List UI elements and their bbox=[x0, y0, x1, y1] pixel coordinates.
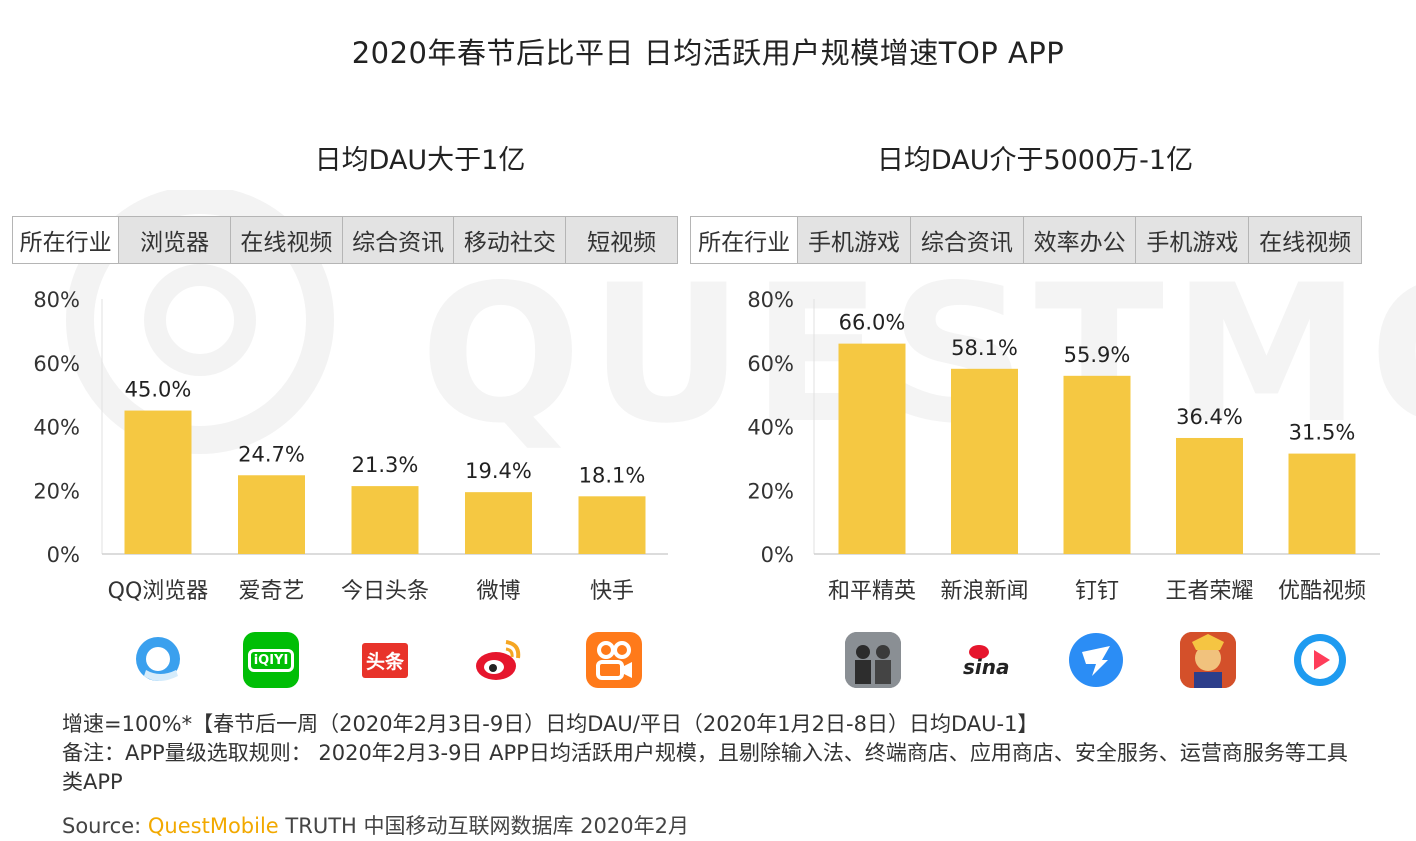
y-tick-label: 20% bbox=[33, 479, 80, 503]
left-industry-strip: 所在行业 浏览器 在线视频 综合资讯 移动社交 短视频 bbox=[12, 216, 678, 264]
industry-cell: 短视频 bbox=[566, 217, 677, 263]
notes-block: 增速=100%*【春节后一周（2020年2月3日-9日）日均DAU/平日（202… bbox=[62, 710, 1362, 797]
bar-value-label: 18.1% bbox=[579, 463, 646, 487]
bar bbox=[951, 368, 1018, 554]
toutiao-icon: 头条 bbox=[357, 632, 413, 688]
industry-cell: 综合资讯 bbox=[342, 217, 455, 263]
bar-value-label: 55.9% bbox=[1064, 343, 1131, 367]
qq-browser-icon bbox=[130, 632, 186, 688]
y-tick-label: 60% bbox=[747, 352, 794, 376]
iqiyi-icon: iQIYI bbox=[243, 632, 299, 688]
category-label: 王者荣耀 bbox=[1165, 579, 1253, 604]
y-tick-label: 40% bbox=[747, 416, 794, 440]
left-bar-chart: 0% 20% 40% 60% 80% 45.0% QQ浏览器 24.7% 爱奇艺 21.3% 今日头… bbox=[33, 288, 668, 604]
category-label: 快手 bbox=[590, 579, 634, 604]
y-tick-label: 60% bbox=[33, 352, 80, 376]
honor-of-kings-icon bbox=[1180, 632, 1236, 688]
category-label: 钉钉 bbox=[1075, 579, 1119, 604]
left-subtitle: 日均DAU大于1亿 bbox=[314, 145, 526, 176]
bar-value-label: 66.0% bbox=[839, 311, 906, 335]
youku-icon bbox=[1292, 632, 1348, 688]
weibo-icon bbox=[470, 632, 526, 688]
main-title: 2020年春节后比平日 日均活跃用户规模增速TOP APP bbox=[351, 36, 1065, 70]
sina-news-icon: sina bbox=[957, 632, 1013, 688]
growth-formula-note: 增速=100%*【春节后一周（2020年2月3日-9日）日均DAU/平日（202… bbox=[62, 712, 1039, 736]
industry-cell: 手机游戏 bbox=[1136, 217, 1250, 263]
y-tick-label: 20% bbox=[747, 479, 794, 503]
industry-cell: 移动社交 bbox=[454, 217, 567, 263]
industry-cell: 手机游戏 bbox=[798, 217, 911, 263]
y-tick-label: 80% bbox=[33, 288, 80, 312]
bar bbox=[1176, 437, 1243, 554]
bar bbox=[465, 492, 532, 554]
category-label: 优酷视频 bbox=[1278, 579, 1366, 604]
bar bbox=[1063, 375, 1131, 554]
bar bbox=[238, 475, 305, 554]
bar-value-label: 21.3% bbox=[352, 453, 419, 477]
dingtalk-icon bbox=[1068, 632, 1124, 688]
kuaishou-icon bbox=[586, 632, 642, 688]
right-bar-chart: 0% 20% 40% 60% 80% 66.0% 和平精英 58.1% 新浪新闻 55.9% 钉钉 3… bbox=[747, 288, 1380, 604]
source-line: Source: QuestMobile TRUTH 中国移动互联网数据库 202… bbox=[62, 810, 689, 840]
y-tick-label: 40% bbox=[33, 416, 80, 440]
bar-value-label: 24.7% bbox=[238, 442, 305, 466]
right-subtitle: 日均DAU介于5000万-1亿 bbox=[876, 145, 1194, 176]
y-tick-label: 0% bbox=[47, 543, 80, 567]
bar-value-label: 31.5% bbox=[1289, 421, 1356, 445]
bar-value-label: 36.4% bbox=[1176, 405, 1243, 429]
bar bbox=[838, 343, 906, 554]
source-brand: QuestMobile bbox=[147, 814, 279, 838]
bar bbox=[124, 410, 192, 554]
y-tick-label: 0% bbox=[761, 543, 794, 567]
category-label: 和平精英 bbox=[828, 579, 916, 604]
category-label: 微博 bbox=[476, 579, 520, 604]
bar-value-label: 19.4% bbox=[465, 459, 532, 483]
svg-text:sina: sina bbox=[963, 655, 1010, 679]
bar bbox=[1288, 453, 1356, 554]
selection-rule-note: 备注：APP量级选取规则： 2020年2月3-9日 APP日均活跃用户规模，且剔… bbox=[62, 741, 1348, 794]
source-label: Source: bbox=[62, 814, 142, 838]
category-label: 爱奇艺 bbox=[238, 579, 304, 604]
industry-cell: 浏览器 bbox=[119, 217, 231, 263]
right-industry-strip: 所在行业 手机游戏 综合资讯 效率办公 手机游戏 在线视频 bbox=[690, 216, 1362, 264]
bar bbox=[351, 486, 419, 554]
industry-header: 所在行业 bbox=[13, 217, 120, 263]
category-label: QQ浏览器 bbox=[108, 579, 209, 604]
industry-cell: 综合资讯 bbox=[910, 217, 1024, 263]
industry-cell: 效率办公 bbox=[1023, 217, 1137, 263]
y-tick-label: 80% bbox=[747, 288, 794, 312]
bar-value-label: 45.0% bbox=[125, 378, 192, 402]
bar bbox=[578, 496, 646, 554]
category-label: 今日头条 bbox=[341, 579, 429, 604]
industry-header: 所在行业 bbox=[691, 217, 799, 263]
source-text: TRUTH 中国移动互联网数据库 2020年2月 bbox=[285, 814, 689, 838]
bar-value-label: 58.1% bbox=[951, 336, 1018, 360]
industry-cell: 在线视频 bbox=[1249, 217, 1361, 263]
industry-cell: 在线视频 bbox=[230, 217, 343, 263]
peacekeeper-elite-icon bbox=[845, 632, 901, 688]
category-label: 新浪新闻 bbox=[940, 579, 1028, 604]
